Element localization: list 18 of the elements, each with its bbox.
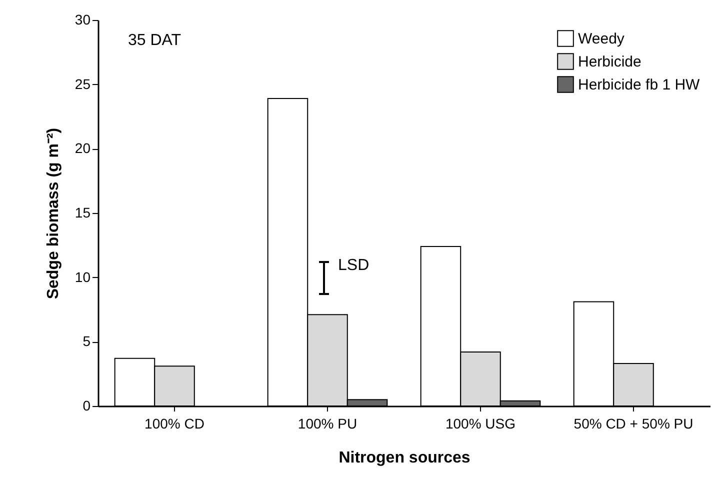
x-tick-label: 100% PU <box>298 416 358 432</box>
y-tick-label: 10 <box>74 268 91 285</box>
legend-label: Weedy <box>578 30 625 48</box>
y-tick-label: 0 <box>82 398 91 414</box>
x-axis-title: Nitrogen sources <box>338 450 470 466</box>
y-tick-label: 15 <box>74 204 91 220</box>
x-tick-label: 100% USG <box>445 416 516 432</box>
x-tick-label: 50% CD + 50% PU <box>574 416 694 432</box>
y-tick-label: 25 <box>74 76 91 92</box>
annotation: LSD <box>338 257 370 274</box>
y-tick-label: 5 <box>82 333 91 350</box>
y-tick-label: 30 <box>74 12 91 28</box>
y-axis-title: Sedge biomass (g m⁻²) <box>44 128 62 300</box>
y-tick-label: 20 <box>74 140 91 156</box>
x-tick-label: 100% CD <box>144 416 204 432</box>
legend-label: Herbicide <box>578 54 642 70</box>
legend-label: Herbicide fb 1 HW <box>578 76 701 94</box>
annotation: 35 DAT <box>128 32 182 49</box>
